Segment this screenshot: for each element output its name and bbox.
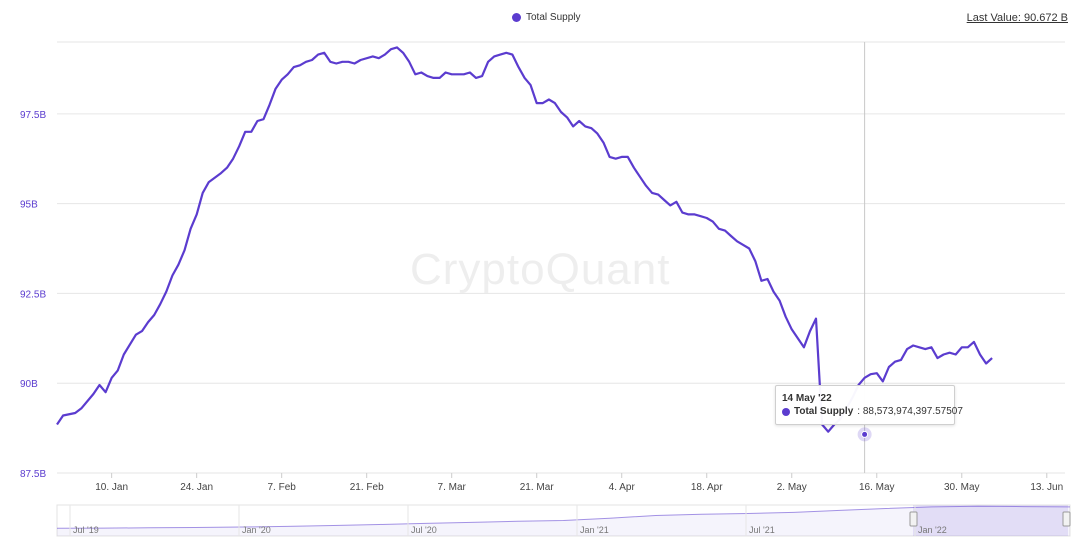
y-tick-label: 92.5B [20,289,46,300]
x-tick-label: 13. Jun [1030,482,1063,493]
tooltip-series-label: Total Supply [794,406,854,417]
x-tick-label: 10. Jan [95,482,128,493]
x-tick-label: 16. May [859,482,895,493]
legend-dot-icon [512,13,521,22]
navigator-tick-label: Jan '21 [580,525,609,535]
y-tick-label: 87.5B [20,469,46,480]
navigator-tick-label: Jan '22 [918,525,947,535]
navigator-tick-label: Jul '20 [411,525,437,535]
x-tick-label: 30. May [944,482,980,493]
navigator-handle-left[interactable] [909,511,918,527]
x-tick-label: 7. Mar [438,482,467,493]
legend-item-total-supply[interactable]: Total Supply [512,12,580,23]
y-tick-label: 95B [20,200,38,211]
navigator-tick-label: Jan '20 [242,525,271,535]
tooltip-value: : 88,573,974,397.57507 [857,406,963,417]
navigator-selection [913,505,1068,536]
x-tick-label: 21. Feb [350,482,384,493]
series-line-total-supply [56,46,993,433]
watermark-logo: CryptoQuant [410,245,671,294]
tooltip: 14 May '22 Total Supply : 88,573,974,397… [775,385,963,425]
highlight-point [861,430,869,438]
navigator-handle-right[interactable] [1062,511,1071,527]
navigator-area [57,506,1070,536]
navigator-line [56,505,1071,529]
x-tick-label: 2. May [777,482,807,493]
tooltip-row: Total Supply : 88,573,974,397.57507 [782,406,963,417]
navigator-tick-label: Jul '21 [749,525,775,535]
y-tick-label: 97.5B [20,110,46,121]
tooltip-date: 14 May '22 [782,393,832,404]
x-tick-label: 24. Jan [180,482,213,493]
y-tick-label: 90B [20,379,38,390]
x-tick-label: 7. Feb [267,482,296,493]
navigator-tick-label: Jul '19 [73,525,99,535]
last-value-link[interactable]: Last Value: 90.672 B [966,12,1068,24]
x-tick-label: 21. Mar [520,482,555,493]
tooltip-series-dot-icon [782,407,790,416]
legend-label: Total Supply [526,12,581,23]
x-tick-label: 18. Apr [691,482,723,493]
navigator-frame [56,504,1071,537]
x-tick-label: 4. Apr [609,482,636,493]
